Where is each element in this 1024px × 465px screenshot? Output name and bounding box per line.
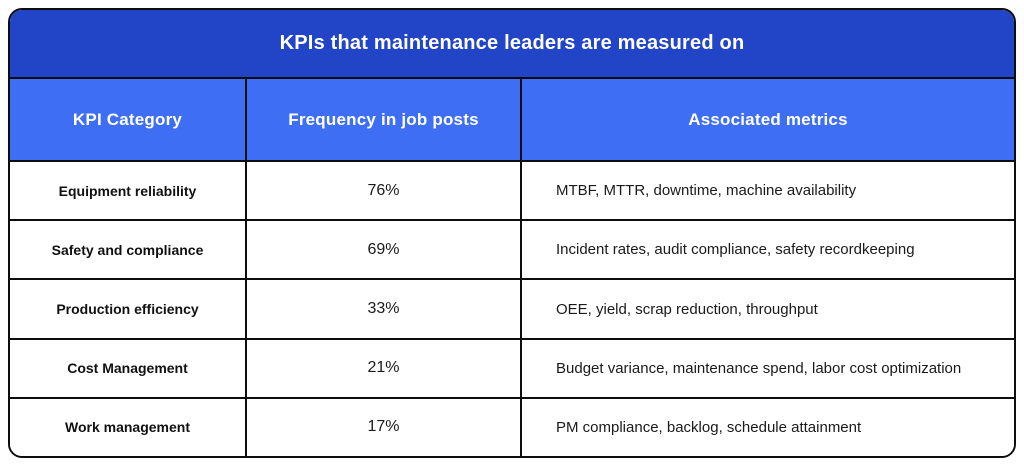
header-kpi-category: KPI Category [10,79,247,160]
table-row-work-management: Work management 17% PM compliance, backl… [10,398,1014,456]
category-cell: Equipment reliability [10,162,247,220]
metrics-cell: PM compliance, backlog, schedule attainm… [556,418,862,436]
metrics-cell: OEE, yield, scrap reduction, throughput [556,300,818,318]
frequency-cell: 17% [247,398,522,456]
frequency-cell: 33% [247,280,522,338]
header-frequency: Frequency in job posts [247,79,522,160]
metrics-cell: MTBF, MTTR, downtime, machine availabili… [556,182,857,200]
frequency-cell: 76% [247,162,522,220]
table-row-safety-compliance: Safety and compliance 69% Incident rates… [10,221,1014,281]
header-associated-metrics: Associated metrics [688,109,848,129]
metrics-cell: Budget variance, maintenance spend, labo… [556,359,962,377]
table-title: KPIs that maintenance leaders are measur… [279,32,745,54]
category-cell: Work management [10,398,247,456]
table-row-cost-management: Cost Management 21% Budget variance, mai… [10,339,1014,399]
metrics-cell: Incident rates, audit compliance, safety… [556,241,915,259]
table-row-equipment-reliability: Equipment reliability 76% MTBF, MTTR, do… [10,162,1014,222]
frequency-cell: 21% [247,339,522,397]
category-cell: Production efficiency [10,280,247,338]
table-header-row: KPI Category Frequency in job posts Asso… [10,79,1014,162]
category-cell: Safety and compliance [10,221,247,279]
table-title-bar: KPIs that maintenance leaders are measur… [10,10,1014,79]
table-row-production-efficiency: Production efficiency 33% OEE, yield, sc… [10,280,1014,340]
kpi-table-card: KPIs that maintenance leaders are measur… [8,8,1016,458]
frequency-cell: 69% [247,221,522,279]
category-cell: Cost Management [10,339,247,397]
